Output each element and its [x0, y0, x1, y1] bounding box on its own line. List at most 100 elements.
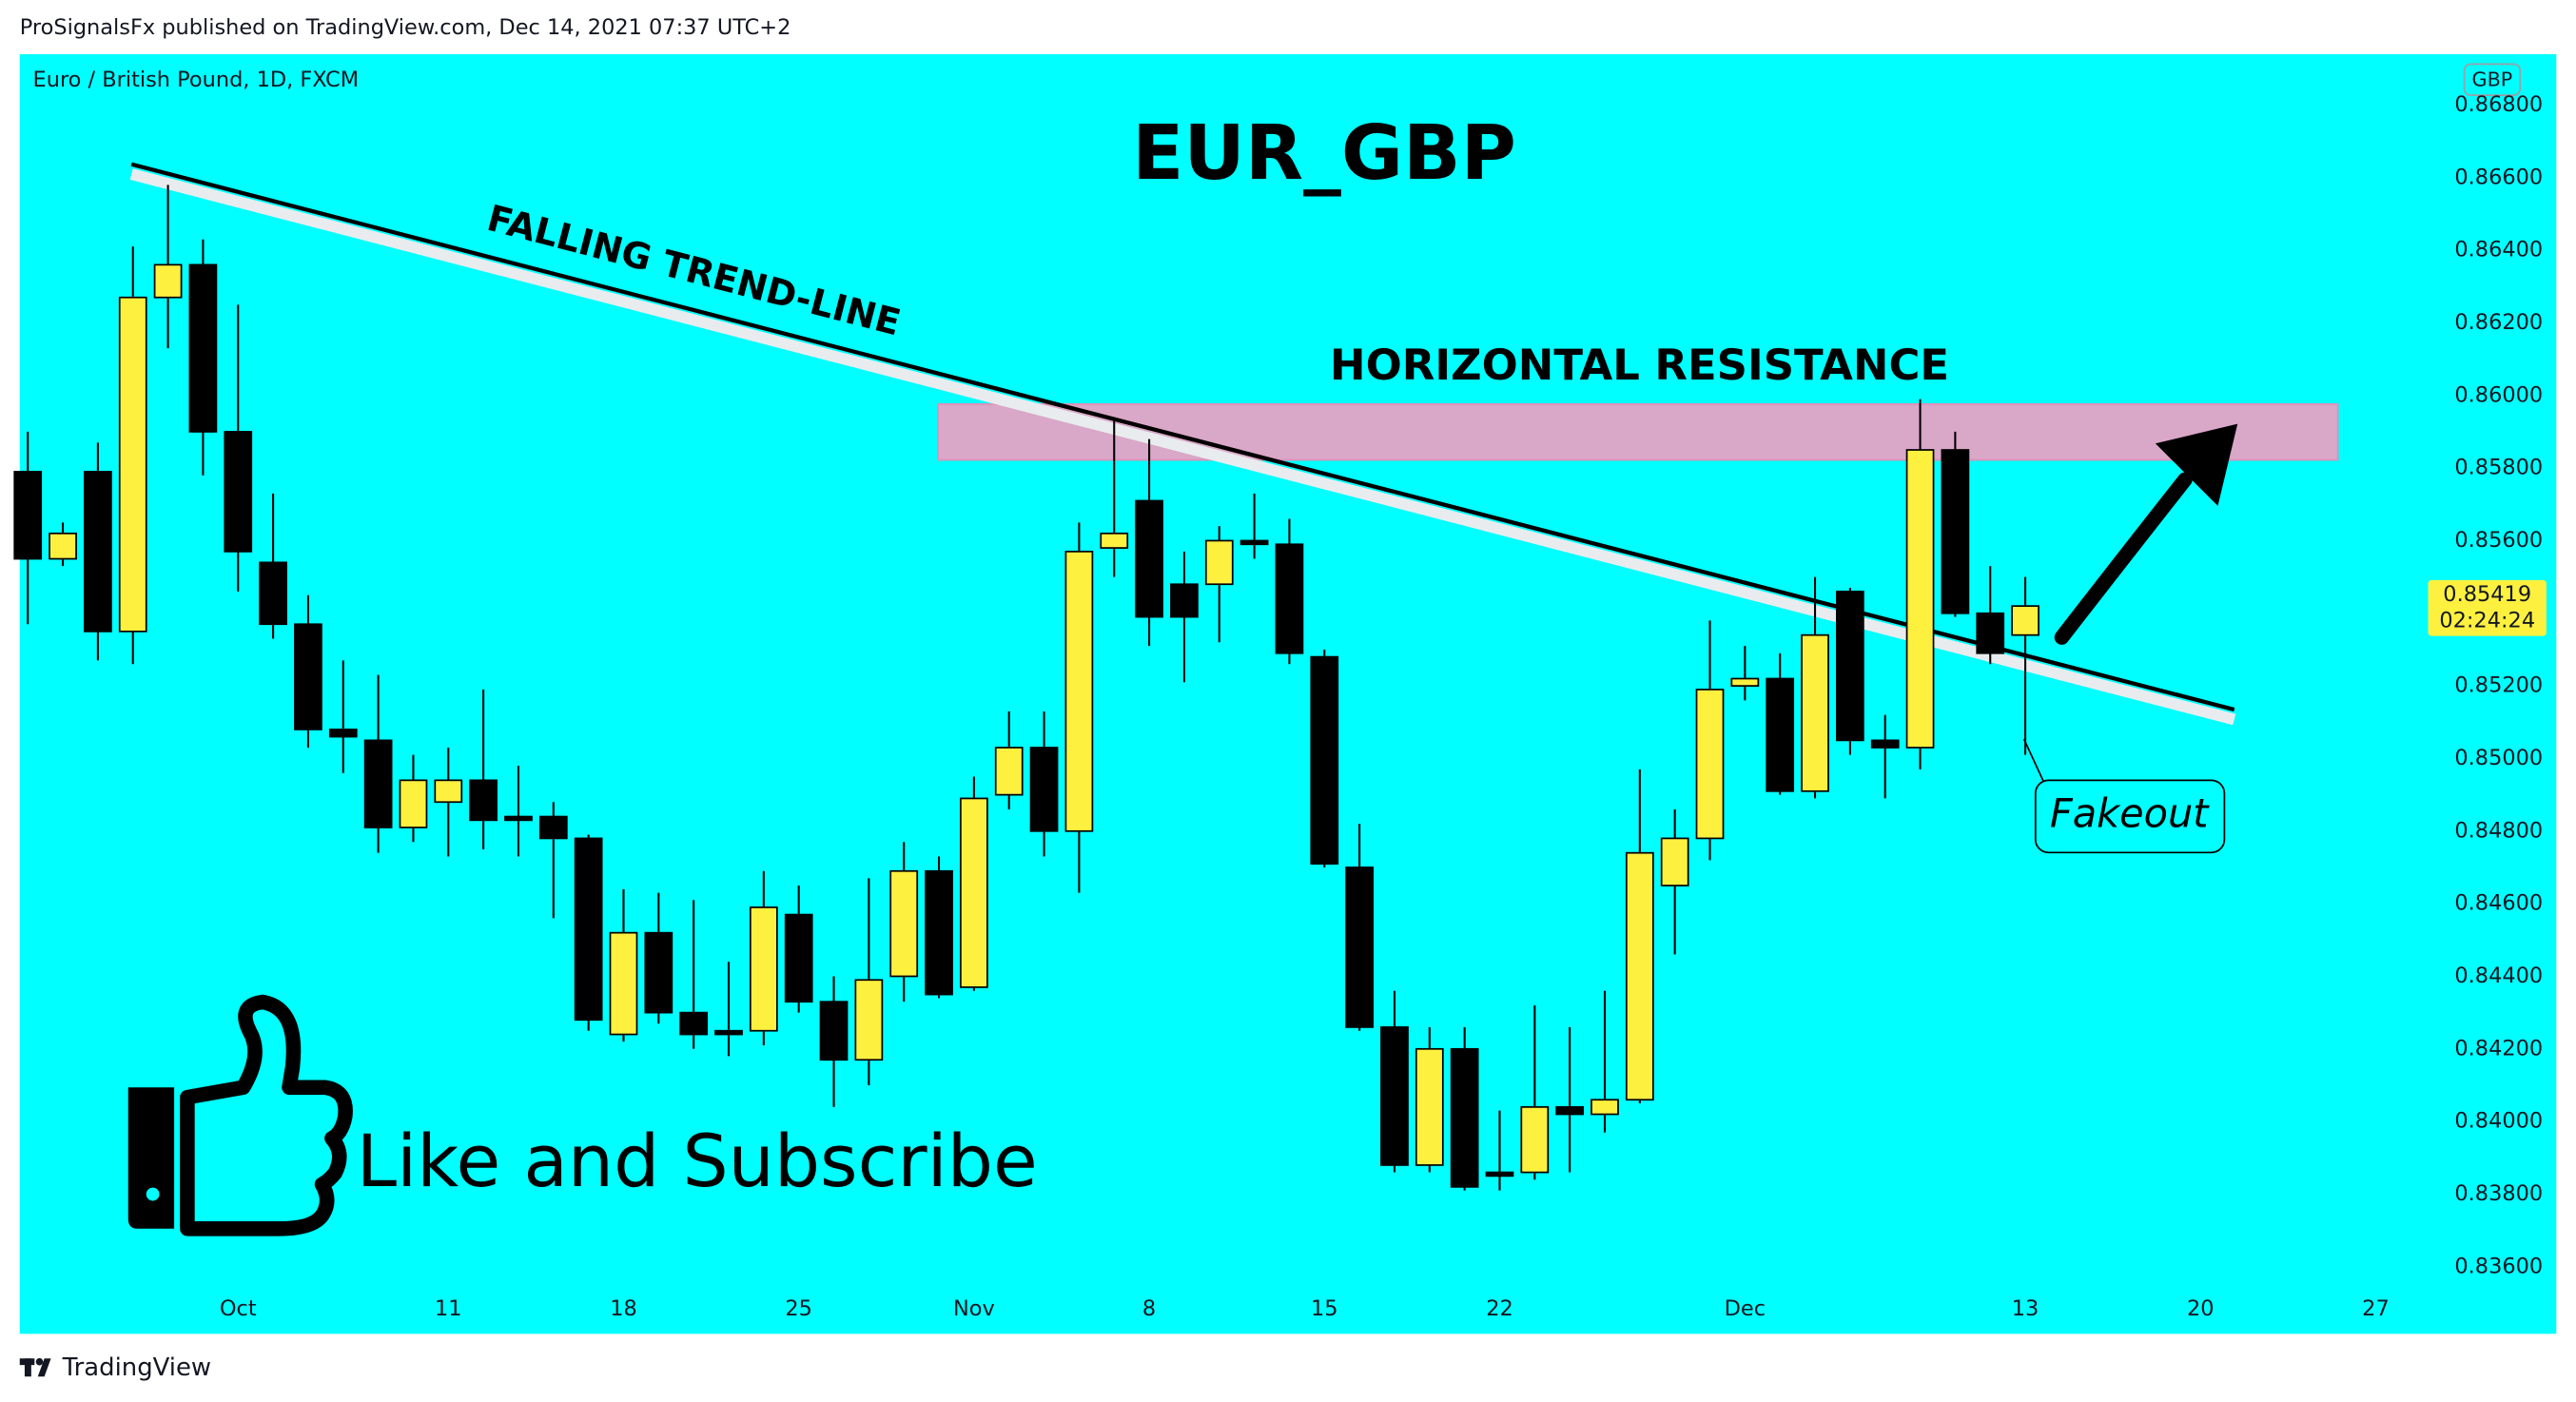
- candle-body: [1941, 449, 1970, 614]
- candle-body: [1801, 633, 1829, 792]
- candle-body: [1450, 1047, 1479, 1188]
- countdown-label: 02:24:24: [2439, 609, 2535, 633]
- candle-body: [469, 779, 498, 822]
- callout-label: Fakeout: [2050, 790, 2210, 836]
- candle-body: [224, 431, 253, 553]
- x-tick-label: 8: [1142, 1296, 1156, 1321]
- x-tick-label: 27: [2362, 1296, 2390, 1321]
- y-tick-label: 0.86600: [2454, 165, 2543, 189]
- candle-body: [1625, 851, 1654, 1101]
- trend-line-shadow: [129, 168, 2236, 726]
- candle-body: [1310, 655, 1339, 865]
- y-tick-label: 0.86000: [2454, 382, 2543, 407]
- candle-body: [1766, 677, 1795, 792]
- candle-body: [889, 869, 919, 978]
- symbol-info: Euro / British Pound, 1D, FXCM: [33, 68, 360, 92]
- candle-body: [1029, 747, 1059, 832]
- y-tick-label: 0.84000: [2454, 1109, 2543, 1134]
- candle-body: [679, 1011, 709, 1036]
- y-tick-label: 0.86400: [2454, 238, 2543, 263]
- candle-body: [1905, 449, 1935, 749]
- arrow-shaft: [2054, 472, 2193, 645]
- candle-body: [118, 296, 147, 633]
- candle-body: [434, 779, 463, 804]
- candle-body: [1380, 1026, 1409, 1166]
- trend-line: [130, 162, 2235, 712]
- last-price-box: [2428, 579, 2547, 636]
- candle-body: [1555, 1105, 1585, 1116]
- currency-label: GBP: [2472, 68, 2513, 91]
- candle-body: [1100, 532, 1129, 549]
- arrow-head: [2155, 423, 2238, 506]
- candle-body: [960, 797, 988, 988]
- candle-body: [574, 837, 603, 1022]
- candle-body: [1485, 1171, 1514, 1178]
- y-tick-label: 0.83600: [2454, 1254, 2543, 1278]
- candle-body: [714, 1029, 743, 1036]
- y-tick-label: 0.85000: [2454, 746, 2543, 770]
- candle-body: [1870, 739, 1900, 749]
- publish-header: ProSignalsFx published on TradingView.co…: [20, 15, 791, 40]
- y-tick-label: 0.84200: [2454, 1036, 2543, 1061]
- candle-body: [749, 906, 778, 1032]
- candle-body: [84, 471, 112, 633]
- resistance-label: HORIZONTAL RESISTANCE: [1330, 340, 1949, 390]
- candle-body: [1836, 591, 1864, 742]
- candle-body: [328, 729, 358, 738]
- candle-body: [188, 263, 218, 433]
- candle-body: [1275, 543, 1304, 654]
- candle-body: [259, 561, 287, 626]
- callout-connector: [2022, 738, 2045, 783]
- x-tick-label: Nov: [953, 1296, 995, 1321]
- candle-body: [1064, 551, 1094, 832]
- candle-body: [1239, 539, 1269, 546]
- x-tick-label: 22: [1486, 1296, 1513, 1321]
- y-tick-label: 0.84800: [2454, 818, 2543, 843]
- candle-body: [784, 913, 813, 1003]
- y-tick-label: 0.86200: [2454, 310, 2543, 335]
- callout-box: [2034, 779, 2226, 854]
- candle-body: [1590, 1099, 1619, 1116]
- candle-body: [49, 532, 77, 560]
- y-tick-label: 0.85800: [2454, 456, 2543, 480]
- currency-box: [2463, 63, 2522, 97]
- x-tick-label: 25: [785, 1296, 812, 1321]
- candle-body: [1730, 677, 1760, 687]
- candle-body: [994, 747, 1024, 796]
- thumb-cuff: [127, 1087, 175, 1229]
- x-tick-label: 20: [2187, 1296, 2215, 1321]
- thumb-cuff-dot: [146, 1187, 160, 1201]
- candle-body: [1345, 867, 1374, 1028]
- x-tick-label: 11: [435, 1296, 462, 1321]
- candle-body: [854, 979, 884, 1061]
- candle-body: [1135, 499, 1163, 618]
- candle-body: [294, 623, 322, 730]
- candle-body: [1170, 583, 1199, 618]
- candle-body: [363, 739, 393, 828]
- x-tick-label: 18: [610, 1296, 637, 1321]
- candle-body: [609, 931, 638, 1036]
- chart-title: EUR_GBP: [1132, 108, 1516, 197]
- tradingview-logo: [19, 1357, 51, 1377]
- candle-body: [1976, 612, 2005, 654]
- candle-body: [538, 815, 568, 840]
- y-tick-label: 0.85600: [2454, 528, 2543, 553]
- candle-body: [925, 869, 953, 996]
- candle-body: [644, 931, 673, 1014]
- candle-body: [504, 815, 533, 822]
- y-tick-label: 0.85200: [2454, 673, 2543, 698]
- last-price-label: 0.85419: [2443, 582, 2531, 607]
- candle-body: [1204, 539, 1234, 586]
- candle-body: [1415, 1047, 1444, 1166]
- x-tick-label: 13: [2012, 1296, 2039, 1321]
- x-tick-label: Dec: [1725, 1296, 1766, 1321]
- candle-body: [1660, 837, 1689, 886]
- plot-area: [13, 185, 2039, 1191]
- y-tick-label: 0.83800: [2454, 1181, 2543, 1206]
- candle-body: [1520, 1105, 1550, 1174]
- candle-body: [399, 779, 428, 828]
- y-tick-label: 0.84600: [2454, 891, 2543, 916]
- y-tick-label: 0.84400: [2454, 964, 2543, 988]
